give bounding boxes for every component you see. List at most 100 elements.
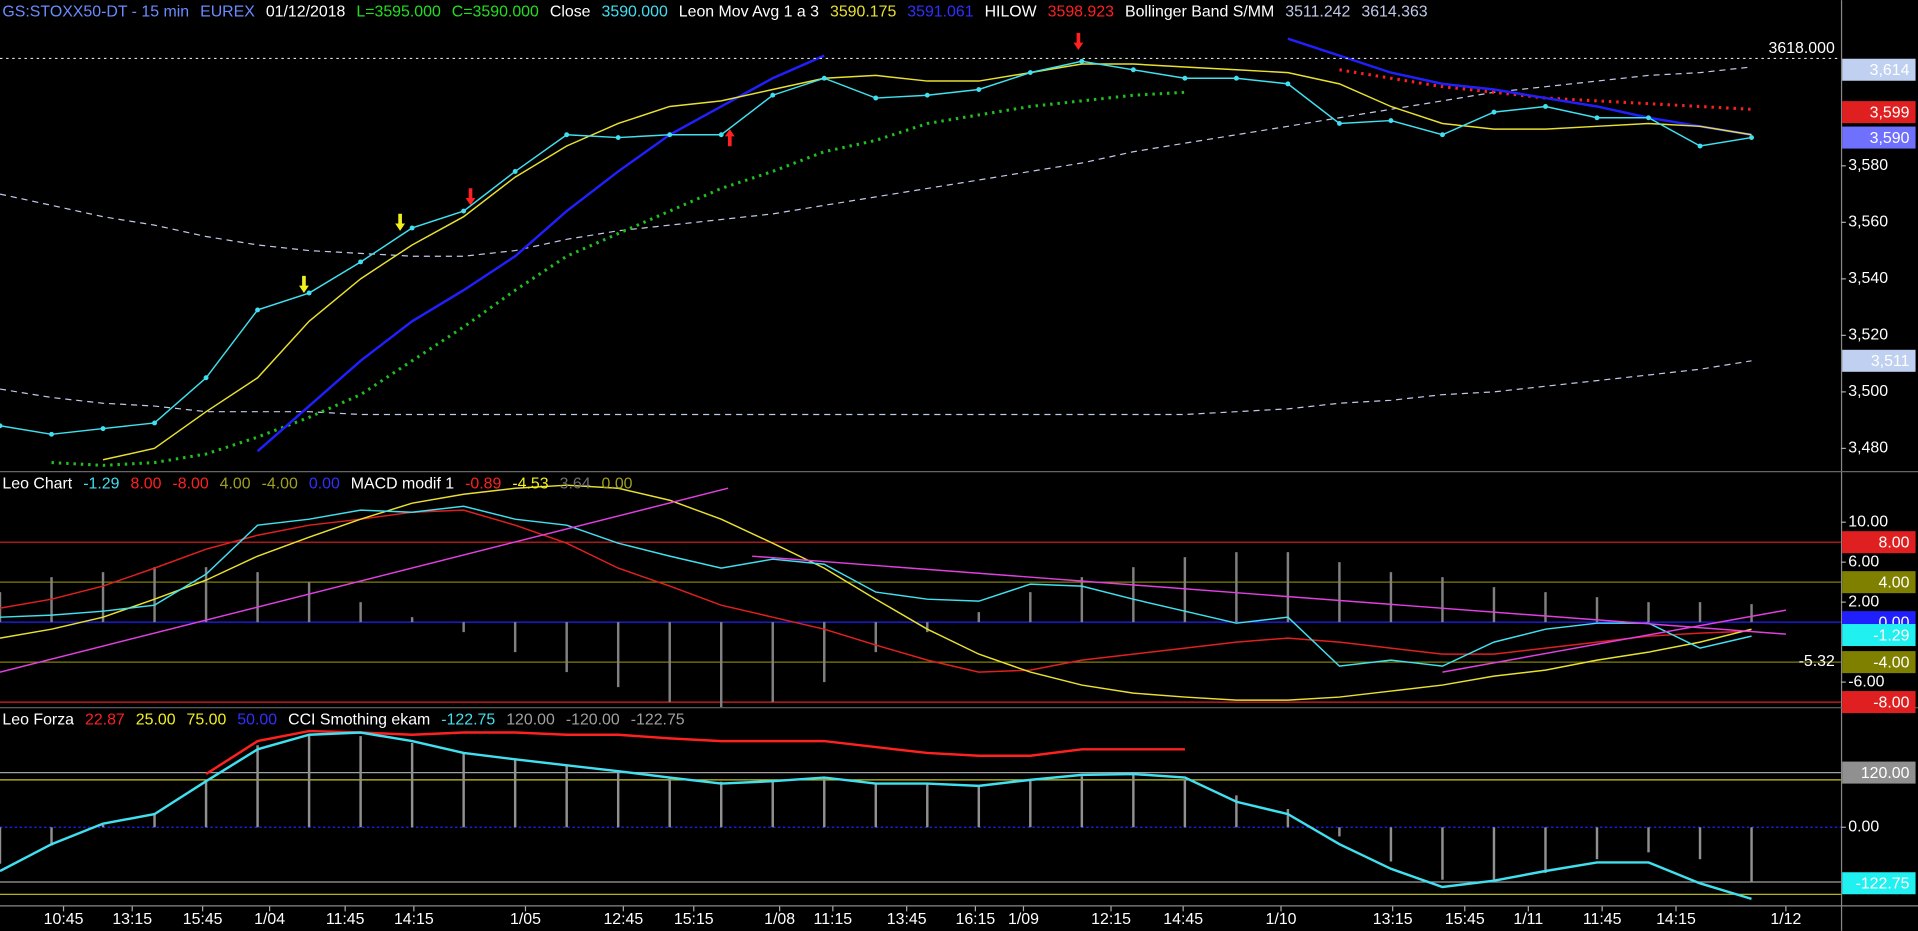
close-point (718, 132, 724, 138)
value-box (1842, 531, 1916, 554)
header-item: 3614.363 (1361, 4, 1427, 21)
panel (0, 32, 1754, 467)
histogram-bar (204, 567, 208, 623)
histogram-bar (926, 622, 929, 633)
y-tick-label: 6.00 (1848, 553, 1879, 570)
header-item: 120.00 (506, 712, 555, 729)
histogram-bar (1647, 602, 1650, 623)
header-item: -122.75 (631, 712, 685, 729)
value-box (1842, 761, 1916, 784)
close-point (564, 132, 570, 138)
header-item: 01/12/2018 (266, 4, 346, 21)
histogram-bar (823, 778, 826, 828)
histogram-bar (1183, 779, 1187, 828)
histogram-bar (307, 582, 311, 623)
header-item: 4.00 (220, 476, 251, 493)
header-item: -4.53 (512, 476, 548, 493)
histogram-bar (101, 572, 105, 623)
x-tick-label: 16:15 (955, 911, 995, 928)
histogram-bar (256, 572, 259, 623)
value-box-label: -8.00 (1873, 695, 1909, 712)
close-point (1027, 70, 1033, 76)
value-box-label: -4.00 (1873, 655, 1909, 672)
series-line (0, 66, 1752, 257)
close-point (1130, 67, 1136, 73)
header-item: 0.00 (602, 476, 633, 493)
x-tick-label: 1/10 (1266, 911, 1297, 928)
histogram-bar (410, 617, 414, 623)
histogram-bar (1080, 577, 1084, 623)
series-line (1339, 68, 1752, 111)
value-box (1842, 58, 1916, 81)
x-tick-label: 10:45 (44, 911, 84, 928)
histogram-bar (1544, 827, 1547, 873)
header-item: EUREX (200, 4, 255, 21)
x-tick-label: 15:45 (183, 911, 223, 928)
histogram-bar (616, 622, 620, 688)
value-box (1842, 872, 1916, 895)
histogram-bar (1286, 552, 1290, 623)
header-item: -1.29 (83, 476, 119, 493)
close-point (203, 375, 209, 381)
histogram-bar (307, 733, 311, 828)
x-tick-label: 12:15 (1091, 911, 1131, 928)
close-point (0, 423, 3, 429)
header-item: L=3595.000 (356, 4, 441, 21)
value-box-label: 3,599 (1870, 105, 1910, 122)
header-item: GS:STOXX50-DT - 15 min (2, 4, 189, 21)
trend-line (1442, 609, 1787, 673)
y-tick-label: 2.00 (1848, 593, 1879, 610)
header-item: 25.00 (136, 712, 176, 729)
histogram-bar (513, 758, 517, 828)
signal-arrow (465, 188, 476, 206)
value-box (1842, 126, 1916, 149)
y-tick-label: 10.00 (1848, 513, 1888, 530)
value-box-label: 4.00 (1879, 575, 1910, 592)
series-line (0, 484, 1752, 701)
histogram-bar (565, 765, 568, 828)
value-box-label: -1.29 (1873, 627, 1909, 644)
histogram-bar (359, 602, 362, 623)
close-point (1182, 75, 1188, 81)
histogram-bar (616, 772, 620, 828)
header-item: 75.00 (187, 712, 227, 729)
close-point (1543, 104, 1548, 109)
histogram-bar (977, 612, 981, 623)
series-line (0, 509, 1752, 673)
trend-line (0, 487, 729, 673)
header-item: HILOW (985, 4, 1037, 21)
close-point (770, 92, 776, 98)
histogram-bar (204, 781, 208, 828)
header-item: 8.00 (130, 476, 161, 493)
value-box (1842, 624, 1916, 647)
series-line (256, 37, 1752, 453)
panel-header: GS:STOXX50-DT - 15 min EUREX 01/12/2018 L=3… (2, 4, 1427, 21)
series-line (0, 505, 1752, 667)
histogram-bar (1698, 827, 1702, 860)
panel-note: -5.32 (1799, 653, 1835, 670)
histogram-bar (1029, 779, 1032, 828)
histogram-bar (1132, 567, 1135, 623)
x-tick-label: 13:45 (887, 911, 927, 928)
histogram-bar (1595, 597, 1599, 623)
header-item: -122.75 (441, 712, 495, 729)
header-item: 22.87 (85, 712, 125, 729)
header-item: Close (550, 4, 591, 21)
histogram-bar (1338, 562, 1341, 623)
y-tick-label: 3,560 (1848, 214, 1888, 231)
close-point (1285, 81, 1291, 87)
histogram-bar (668, 778, 671, 828)
histogram-bar (153, 567, 156, 623)
panel (0, 484, 1841, 708)
close-point (821, 75, 827, 81)
histogram-bar (50, 827, 53, 846)
close-point (1749, 135, 1754, 141)
histogram-bar (1441, 577, 1444, 623)
histogram-bar (256, 745, 259, 828)
signal-arrow (724, 129, 735, 147)
value-box-label: 3,590 (1870, 130, 1910, 147)
close-point (512, 169, 518, 174)
histogram-bar (1647, 827, 1650, 853)
histogram-bar (513, 622, 517, 653)
close-point (409, 225, 415, 231)
